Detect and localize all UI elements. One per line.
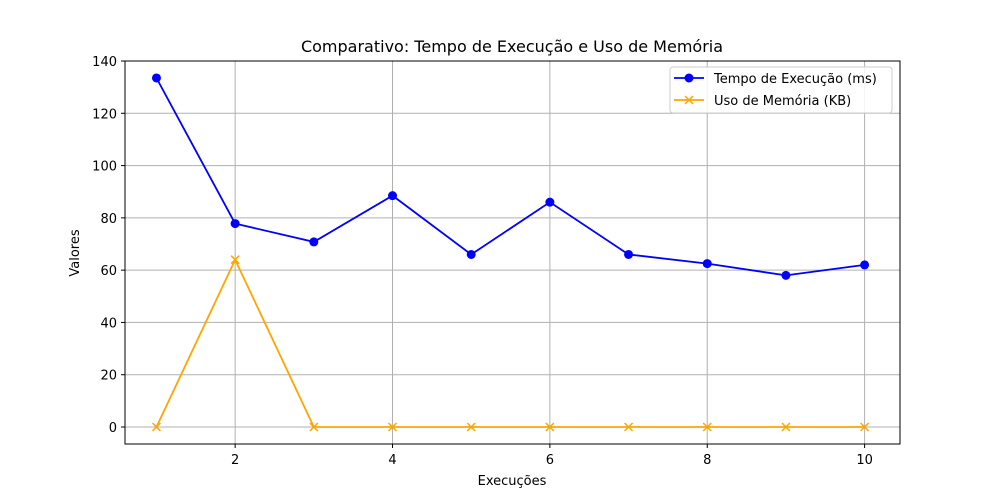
data-point xyxy=(860,260,870,270)
data-point xyxy=(151,422,162,432)
legend-box xyxy=(669,66,893,114)
series-2 xyxy=(151,255,870,432)
grid xyxy=(125,60,900,444)
data-point xyxy=(702,259,712,269)
y-axis-label: Valores xyxy=(68,229,83,276)
legend-marker xyxy=(684,95,694,105)
y-tick-label: 20 xyxy=(100,369,117,384)
x-tick-label: 4 xyxy=(388,453,396,468)
series-line xyxy=(155,77,865,277)
data-point xyxy=(860,422,870,432)
x-axis-label: Execuções xyxy=(478,474,547,489)
series-line xyxy=(155,257,865,428)
data-point xyxy=(230,255,240,265)
x-tick-label: 10 xyxy=(856,453,873,468)
data-point xyxy=(545,422,555,432)
data-point xyxy=(545,197,555,207)
data-point xyxy=(387,422,398,432)
y-axis: 0 20 40 60 80 100 120 140 xyxy=(92,55,125,436)
x-axis: 2 4 6 8 10 xyxy=(231,444,873,468)
y-tick-label: 80 xyxy=(100,212,117,227)
data-point xyxy=(466,249,476,259)
y-tick-label: 60 xyxy=(100,264,117,279)
y-tick-label: 0 xyxy=(109,421,117,436)
plot-frame xyxy=(124,60,901,445)
data-point xyxy=(781,422,791,432)
legend: Tempo de Execução (ms) Uso de Memória (KB… xyxy=(669,66,893,114)
data-point xyxy=(702,422,712,432)
data-point xyxy=(151,73,161,83)
legend-item-1: Tempo de Execução (ms) xyxy=(674,72,877,87)
legend-marker xyxy=(684,73,694,83)
data-point xyxy=(230,219,240,229)
data-point xyxy=(309,422,319,432)
y-tick-label: 40 xyxy=(100,316,117,331)
x-tick-label: 6 xyxy=(546,453,554,468)
y-tick-label: 100 xyxy=(92,160,117,175)
series-1 xyxy=(151,73,870,280)
data-point xyxy=(309,237,319,247)
legend-label: Tempo de Execução (ms) xyxy=(713,72,877,87)
data-point xyxy=(388,191,398,201)
y-tick-label: 120 xyxy=(92,107,117,122)
legend-item-2: Uso de Memória (KB) xyxy=(674,94,851,109)
data-point xyxy=(781,270,791,280)
data-point xyxy=(624,422,634,432)
series-layer xyxy=(151,73,870,432)
data-point xyxy=(466,422,476,432)
chart-title: Comparativo: Tempo de Execução e Uso de … xyxy=(301,37,723,56)
data-point xyxy=(624,249,634,259)
y-tick-label: 140 xyxy=(92,55,117,70)
x-tick-label: 2 xyxy=(231,453,239,468)
x-tick-label: 8 xyxy=(703,453,711,468)
legend-label: Uso de Memória (KB) xyxy=(714,94,851,109)
